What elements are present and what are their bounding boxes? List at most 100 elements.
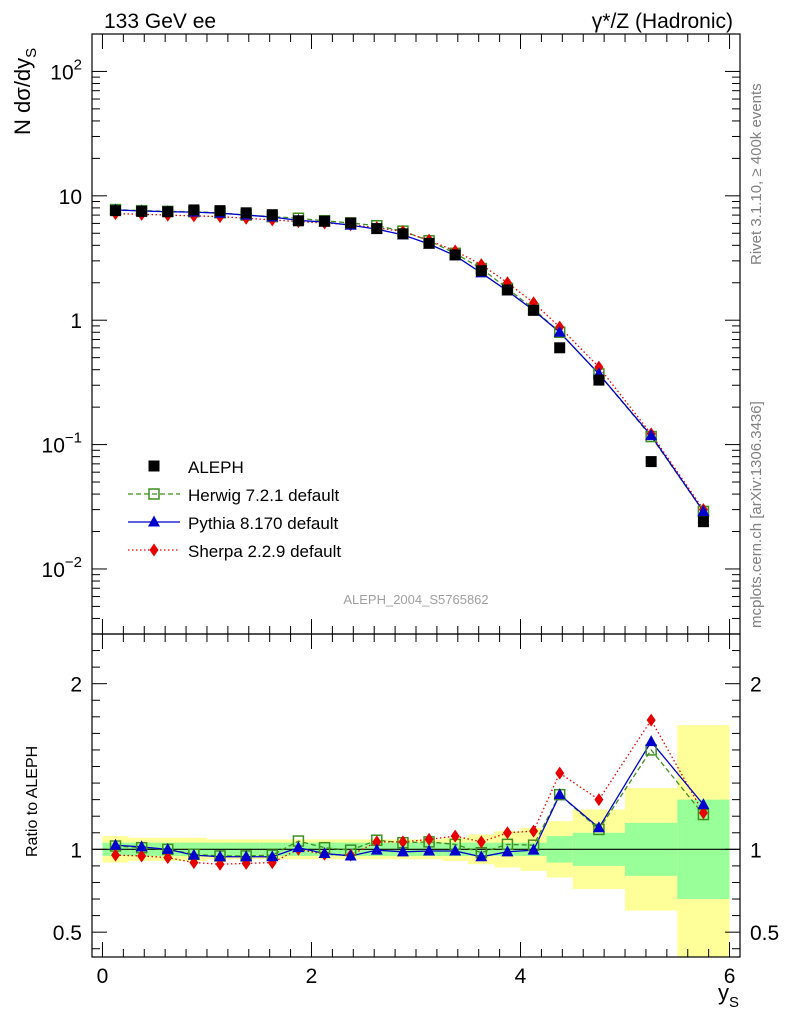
ratio-point-pythia-8-170-default-9: [318, 846, 331, 858]
ratio-point-sherpa-2-2-9-default-15: [476, 835, 486, 849]
ratio-point-pythia-8-170-default-16: [501, 845, 514, 857]
main-series-markers: [109, 203, 710, 528]
ratio-point-sherpa-2-2-9-default-3: [163, 851, 173, 865]
ratio-point-pythia-8-170-default-4: [187, 848, 200, 860]
point-aleph-15: [475, 265, 487, 277]
ratio-point-pythia-8-170-default-11: [370, 843, 383, 855]
point-aleph-8: [292, 215, 304, 227]
ratio-point-sherpa-2-2-9-default-16: [502, 826, 512, 840]
legend-label-aleph: ALEPH: [188, 458, 244, 477]
ratio-point-pythia-8-170-default-8: [292, 841, 305, 853]
x-axis-label-subscript: S: [729, 994, 739, 1011]
ratio-point-pythia-8-170-default-7: [266, 850, 279, 862]
y-tick-label-exp-0: −2: [65, 554, 82, 571]
ratio-series-markers: [109, 713, 710, 871]
x-axis-label-text: y: [718, 980, 729, 1005]
y-axis-label-ratio: Ratio to ALEPH: [24, 746, 41, 857]
ratio-y-tick-label-right-0.5: 0.5: [750, 922, 779, 945]
ratio-point-pythia-8-170-default-17: [527, 843, 540, 855]
ratio-point-sherpa-2-2-9-default-17: [529, 824, 539, 838]
x-tick-label-2: 2: [306, 965, 318, 988]
ratio-point-sherpa-2-2-9-default-2: [137, 849, 147, 863]
y-tick-label-base-1: 10: [42, 435, 65, 458]
ratio-point-pythia-8-170-default-12: [396, 845, 409, 857]
ratio-point-sherpa-2-2-9-default-18: [555, 766, 565, 780]
point-aleph-16: [501, 284, 513, 296]
point-aleph-6: [240, 207, 252, 219]
point-sherpa-2-2-9-default-19: [594, 360, 604, 374]
point-aleph-11: [371, 223, 383, 235]
point-aleph-13: [423, 237, 435, 249]
point-aleph-14: [449, 249, 461, 261]
ratio-point-pythia-8-170-default-18: [553, 788, 566, 800]
title-left: 133 GeV ee: [104, 10, 216, 33]
ratio-point-sherpa-2-2-9-default-12: [398, 835, 408, 849]
y-tick-label-main-1: 10−1: [42, 430, 82, 458]
x-tick-label-4: 4: [515, 965, 527, 988]
ratio-point-sherpa-2-2-9-default-14: [450, 829, 460, 843]
y-tick-label-exp-1: −1: [65, 430, 82, 447]
ratio-point-pythia-8-170-default-2: [135, 840, 148, 852]
point-aleph-19: [593, 374, 605, 386]
main-x-ticks: [101, 34, 731, 634]
ratio-point-pythia-8-170-default-5: [214, 850, 227, 862]
point-pythia-8-170-default-21: [697, 504, 710, 516]
x-tick-label-6: 6: [724, 965, 736, 988]
y-tick-label-main-0: 10−2: [42, 554, 82, 582]
legend-marker-sherpa-2-2-9-default: [149, 543, 159, 557]
point-aleph-5: [214, 205, 226, 217]
point-aleph-9: [319, 215, 331, 227]
point-aleph-12: [397, 228, 409, 240]
ratio-point-pythia-8-170-default-13: [423, 844, 436, 856]
point-aleph-7: [266, 209, 278, 221]
ratio-point-pythia-8-170-default-3: [161, 842, 174, 854]
ratio-point-pythia-8-170-default-10: [344, 849, 357, 861]
point-aleph-3: [162, 206, 174, 218]
ratio-point-pythia-8-170-default-14: [449, 844, 462, 856]
ratio-plot-frame: [91, 633, 741, 958]
legend-marker-pythia-8-170-default: [148, 515, 160, 527]
ratio-point-sherpa-2-2-9-default-21: [698, 806, 708, 820]
point-aleph-21: [697, 516, 709, 528]
ratio-point-pythia-8-170-default-19: [592, 821, 605, 833]
point-pythia-8-170-default-18: [553, 325, 566, 337]
rivet-version-label: Rivet 3.1.10, ≥ 400k events: [748, 83, 765, 265]
ratio-point-sherpa-2-2-9-default-20: [646, 713, 656, 727]
ratio-y-ticks: 0.5 0.5 1 1 2 2: [53, 633, 779, 950]
ratio-y-tick-label-left-1: 1: [70, 839, 82, 862]
analysis-id-label: ALEPH_2004_S5765862: [343, 592, 488, 607]
point-aleph-1: [110, 205, 122, 217]
legend-marker-aleph: [148, 460, 160, 472]
ratio-y-tick-label-right-2: 2: [750, 674, 762, 697]
ratio-point-sherpa-2-2-9-default-13: [424, 832, 434, 846]
legend-label-pythia-8-170-default: Pythia 8.170 default: [188, 514, 339, 533]
ratio-panel: 0 2 4 6 0.5 0.5 1 1 2 2: [53, 633, 779, 988]
ratio-x-ticks: 0 2 4 6: [97, 634, 736, 988]
y-tick-label-exp-4: 2: [74, 56, 82, 73]
x-tick-label-0: 0: [97, 965, 109, 988]
point-aleph-18: [554, 342, 566, 354]
title-right: γ*/Z (Hadronic): [592, 10, 733, 33]
y-axis-label-main-subscript: S: [23, 48, 40, 58]
plot-frames: [91, 33, 741, 958]
x-axis-label: yS: [718, 980, 739, 1011]
y-tick-label-base-0: 10: [42, 559, 65, 582]
point-aleph-10: [345, 217, 357, 229]
legend-label-sherpa-2-2-9-default: Sherpa 2.2.9 default: [188, 542, 341, 561]
ratio-point-sherpa-2-2-9-default-11: [372, 835, 382, 849]
ratio-point-pythia-8-170-default-21: [697, 798, 710, 810]
y-axis-label-main: N dσ/dyS: [10, 48, 40, 135]
ratio-point-pythia-8-170-default-20: [645, 735, 658, 747]
ratio-point-pythia-8-170-default-6: [240, 850, 253, 862]
legend-label-herwig-7-2-1-default: Herwig 7.2.1 default: [188, 486, 339, 505]
ratio-y-tick-label-right-1: 1: [750, 839, 762, 862]
mcplots-label: mcplots.cern.ch [arXiv:1306.3436]: [748, 401, 765, 628]
point-aleph-2: [136, 205, 148, 217]
point-aleph-20: [645, 456, 657, 468]
point-aleph-17: [528, 304, 540, 316]
point-pythia-8-170-default-20: [645, 429, 658, 441]
ratio-point-sherpa-2-2-9-default-19: [594, 793, 604, 807]
ratio-point-sherpa-2-2-9-default-1: [111, 848, 121, 862]
